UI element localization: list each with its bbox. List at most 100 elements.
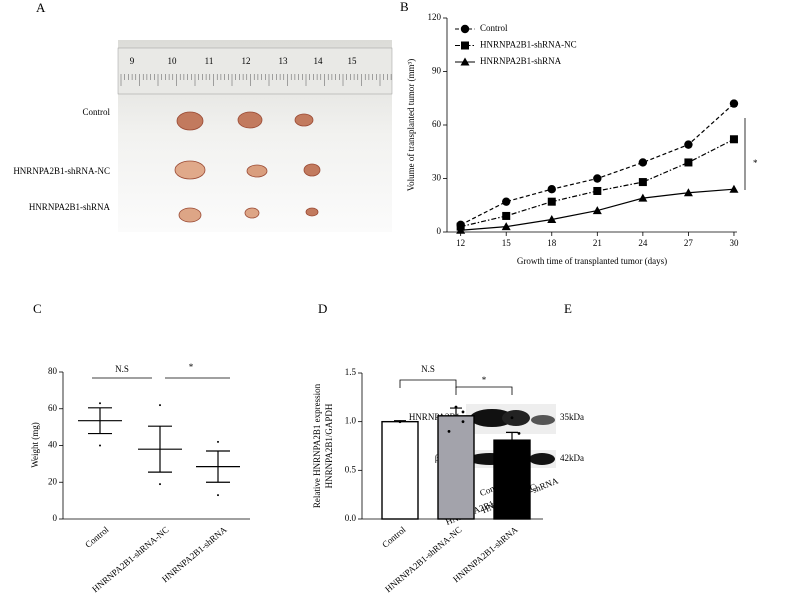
y-axis-label: Relative HNRNPA2B1 expression [312,383,322,508]
point [517,431,521,435]
legend-marker [460,24,470,34]
marker [638,193,648,202]
band [470,409,514,427]
marker [502,211,511,220]
tumor [178,207,202,223]
y-tick-label: 0 [437,226,442,236]
x-tick-label: Control [380,524,408,550]
marker [638,158,648,167]
point [217,440,219,443]
blot-size-label: 35kDa [560,412,584,422]
x-tick-label: 15 [502,238,512,248]
x-tick-label: 12 [456,238,465,248]
marker [456,225,466,234]
point [461,420,465,424]
point [398,420,402,424]
row-label: Control [82,107,110,117]
marker [729,99,739,108]
annotation: N.S [115,364,129,374]
y-tick-label: 40 [48,440,58,450]
blot-size-label: 42kDa [560,453,584,463]
marker [547,197,556,206]
point [461,410,465,414]
marker [729,135,738,144]
tumor [174,160,206,180]
bar [493,439,531,520]
y-tick-label: 60 [48,403,58,413]
y-tick-label: 0.5 [345,464,357,474]
x-tick-label: 27 [684,238,694,248]
band [502,410,530,426]
bar [381,420,419,520]
point [159,483,161,486]
annotation: * [482,375,487,385]
tumor [246,164,268,178]
y-tick-label: 90 [432,66,442,76]
panel-label: A [36,0,46,15]
bar [437,415,475,520]
marker [593,186,602,195]
band [531,415,555,425]
ruler-ticks [120,74,392,86]
point [159,404,161,407]
error-bar [206,450,230,483]
x-tick-label: 18 [547,238,557,248]
ruler-number: 10 [168,56,178,66]
band [529,453,555,465]
marker [547,215,557,224]
y-axis-label: Volume of transplanted tumor (mm³) [406,59,416,192]
x-tick-label: 30 [729,238,739,248]
point [447,430,451,433]
row-label: HNRNPA2B1-shRNA-NC [13,166,110,176]
marker [684,158,693,167]
panel-label: D [318,301,327,316]
legend-marker [460,57,470,66]
photo [117,40,393,232]
ruler-number: 11 [205,56,214,66]
panel-label: E [564,301,572,316]
ruler-number: 14 [314,56,324,66]
y-tick-label: 0.0 [345,513,357,523]
legend-label: HNRNPA2B1-shRNA-NC [480,40,577,50]
y-tick-label: 1.0 [345,416,357,426]
x-tick-label: HNRNPA2B1-shRNA [160,524,229,584]
legend-label: Control [480,23,508,33]
row-label: HNRNPA2B1-shRNA [29,202,111,212]
x-tick-label: Control [83,524,111,550]
significance-bracket [399,379,457,388]
x-tick-label: 21 [593,238,602,248]
y-tick-label: 80 [48,366,58,376]
y-tick-label: 0 [53,513,58,523]
marker [592,206,602,215]
marker [593,174,602,183]
ruler-number: 12 [242,56,251,66]
annotation: * [753,158,758,168]
tumors [174,111,321,223]
ruler-number: 9 [130,56,135,66]
y-tick-label: 60 [432,119,442,129]
marker [729,184,739,193]
marker [638,178,647,187]
y-tick-label: 1.5 [345,367,357,377]
annotation: N.S [421,364,435,374]
point [454,405,458,409]
error-bar [506,431,518,441]
significance-bracket [455,386,513,395]
tumor [244,207,260,219]
marker [683,188,693,197]
y-tick-label: 30 [432,173,442,183]
tumor [303,163,321,177]
tumor [294,113,314,127]
marker [502,197,511,206]
error-bar [88,407,112,435]
y-axis-label: Weight (mg) [30,422,40,468]
legend-label: HNRNPA2B1-shRNA [480,56,562,66]
marker [547,185,556,194]
ruler-number: 15 [348,56,358,66]
point [99,444,101,447]
ruler-number: 13 [279,56,289,66]
x-axis-label: Growth time of transplanted tumor (days) [517,256,667,266]
point [503,447,507,451]
panel-label: B [400,0,409,14]
